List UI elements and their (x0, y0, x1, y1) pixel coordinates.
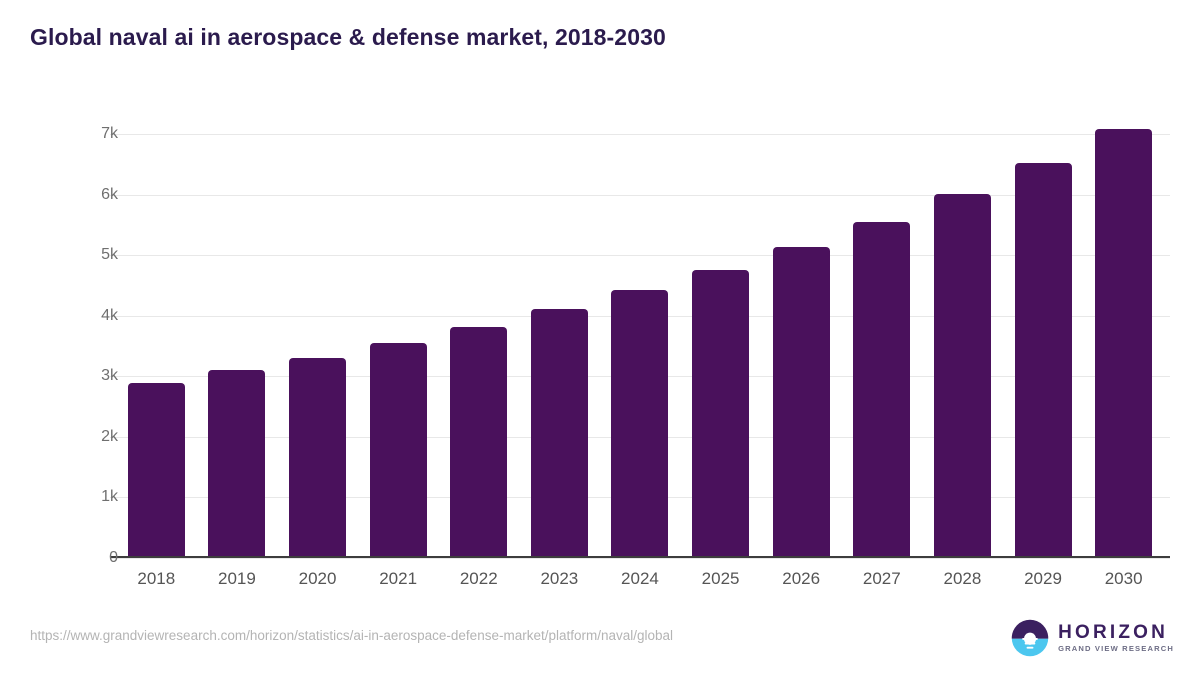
x-axis-ticks: 2018 2019 2020 2021 2022 2023 2024 2025 2026 2027… (110, 562, 1170, 596)
x-axis-line (110, 556, 1170, 558)
x-tick-label: 2021 (379, 569, 418, 588)
bar-slot (1003, 110, 1084, 558)
gridline (110, 558, 1170, 559)
x-tick-label: 2024 (621, 569, 659, 588)
bar-slot (277, 110, 358, 558)
y-tick-label: 2k (101, 427, 118, 445)
y-tick-label: 6k (101, 185, 118, 203)
bar-2028[interactable] (933, 194, 991, 558)
bar-slot (197, 110, 278, 558)
source-url[interactable]: https://www.grandviewresearch.com/horizo… (30, 628, 674, 643)
brand-logo-text: HORIZON GRAND VIEW RESEARCH (1058, 623, 1174, 653)
bar-slot (922, 110, 1003, 558)
y-tick-label: 5k (101, 246, 118, 264)
bar-slot (841, 110, 922, 558)
bar-2030[interactable] (1095, 129, 1153, 558)
brand-logo[interactable]: HORIZON GRAND VIEW RESEARCH (1011, 618, 1174, 658)
bar-2027[interactable] (853, 222, 911, 558)
bar-2021[interactable] (369, 343, 427, 558)
y-tick-label: 0 (109, 549, 118, 566)
page-title: Global naval ai in aerospace & defense m… (30, 24, 666, 50)
horizon-sun-circle-icon (1011, 619, 1049, 657)
plot-area (110, 110, 1170, 559)
bar-slot (680, 110, 761, 558)
x-tick-label: 2027 (862, 569, 901, 588)
gridline (110, 194, 1170, 196)
y-tick-label: 1k (101, 488, 118, 506)
y-tick-label: 7k (101, 125, 118, 143)
brand-name: HORIZON (1058, 622, 1169, 644)
x-tick-label: 2023 (540, 569, 579, 588)
bar-2020[interactable] (289, 358, 347, 558)
gridline (110, 255, 1170, 257)
x-tick-label: 2018 (137, 569, 176, 588)
x-tick-label: 2026 (782, 569, 821, 588)
bar-slot (358, 110, 439, 558)
bar-slot (761, 110, 842, 558)
x-tick-label: 2025 (701, 569, 740, 588)
x-tick-label: 2019 (218, 569, 256, 588)
bar-2019[interactable] (208, 370, 266, 558)
bar-2023[interactable] (530, 309, 588, 558)
bar-2025[interactable] (692, 270, 750, 558)
x-tick-label: 2028 (943, 569, 982, 588)
bar-2026[interactable] (772, 247, 830, 558)
bar-2024[interactable] (611, 289, 669, 558)
y-tick-label: 4k (101, 306, 118, 324)
bar-slot (438, 110, 519, 558)
bar-slot (519, 110, 600, 558)
x-tick-label: 2020 (298, 569, 337, 588)
bar-2018[interactable] (127, 383, 185, 558)
brand-tagline: GRAND VIEW RESEARCH (1058, 644, 1174, 654)
x-tick-label: 2029 (1024, 569, 1062, 588)
bar-slot (116, 110, 197, 558)
bar-2029[interactable] (1014, 163, 1072, 558)
bars-layer (110, 110, 1170, 558)
gridline (110, 134, 1170, 136)
bar-slot (1083, 110, 1164, 558)
x-tick-label: 2030 (1104, 569, 1143, 588)
bar-2022[interactable] (450, 326, 508, 558)
bar-slot (600, 110, 681, 558)
x-tick-label: 2022 (459, 569, 498, 588)
y-tick-label: 3k (101, 367, 118, 385)
